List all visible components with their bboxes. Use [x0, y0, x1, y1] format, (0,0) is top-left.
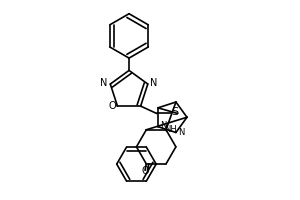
Text: O: O: [141, 166, 149, 176]
Text: S: S: [171, 107, 178, 117]
Text: O: O: [109, 101, 116, 111]
Text: NH: NH: [165, 125, 177, 134]
Text: N: N: [150, 78, 158, 88]
Text: N: N: [100, 78, 108, 88]
Text: N: N: [178, 128, 184, 137]
Text: N: N: [160, 121, 166, 130]
